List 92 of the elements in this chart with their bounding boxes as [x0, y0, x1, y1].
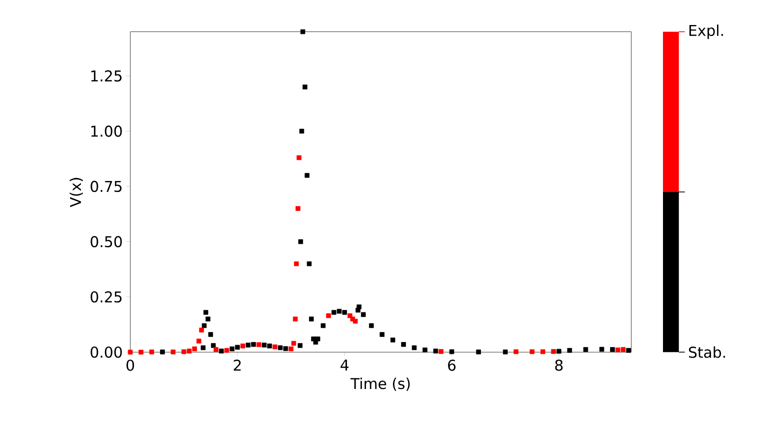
point [128, 350, 133, 354]
point [170, 349, 176, 354]
point [278, 345, 283, 350]
point [230, 346, 234, 352]
point [626, 348, 631, 353]
point [300, 29, 306, 34]
point [326, 313, 331, 318]
point [272, 344, 278, 350]
point [352, 318, 358, 324]
point [360, 312, 366, 317]
point [138, 350, 144, 354]
y-tick-label: 0.75 [90, 180, 122, 192]
point [583, 346, 588, 352]
point [502, 349, 508, 354]
point [192, 346, 197, 352]
point [199, 327, 204, 332]
point [294, 261, 299, 266]
x-tick-label: 0 [126, 359, 134, 371]
point [556, 348, 562, 354]
y-tick-label: 0.50 [90, 236, 122, 248]
point [476, 349, 481, 354]
legend-label: Stab. [688, 346, 725, 358]
x-axis-title: Time (s) [350, 377, 410, 391]
point [291, 340, 296, 346]
point [246, 342, 251, 348]
point [288, 346, 294, 352]
point [302, 84, 308, 90]
point [149, 349, 154, 354]
point [214, 346, 218, 352]
x-tick-label: 2 [234, 359, 241, 370]
point [320, 323, 326, 328]
point [292, 316, 298, 322]
point [256, 342, 262, 347]
point [433, 348, 438, 354]
point [299, 128, 304, 134]
point [540, 349, 546, 354]
point [438, 348, 444, 354]
point [567, 348, 572, 353]
point [610, 346, 615, 352]
point [186, 348, 192, 354]
point [422, 347, 428, 352]
y-axis-title: V(x) [70, 178, 83, 207]
point [390, 337, 396, 342]
x-tick-label: 6 [448, 359, 456, 371]
point [224, 348, 230, 353]
point [304, 172, 310, 178]
point [208, 332, 214, 337]
point [530, 349, 534, 354]
point [369, 323, 374, 328]
legend-label: Expl. [689, 24, 723, 39]
point [296, 155, 302, 160]
y-tick-label: 1.00 [91, 125, 122, 137]
point [514, 349, 518, 354]
point [620, 346, 626, 352]
point [196, 338, 202, 344]
point [283, 346, 288, 351]
point [298, 342, 303, 348]
point [380, 332, 384, 337]
point [356, 304, 362, 310]
point [336, 308, 342, 314]
point [200, 345, 206, 350]
point [315, 336, 320, 342]
point [599, 346, 604, 352]
y-tick-label: 0.00 [90, 346, 122, 358]
point [202, 323, 207, 328]
point [332, 310, 336, 315]
point [203, 310, 208, 315]
x-tick-label: 4 [340, 359, 348, 370]
point [308, 316, 314, 322]
point [551, 348, 556, 354]
point [262, 342, 267, 348]
x-tick-label: 8 [555, 359, 563, 371]
point [210, 342, 216, 348]
point [298, 239, 304, 244]
point [615, 347, 620, 352]
point [449, 349, 454, 354]
point [160, 349, 165, 354]
point [251, 342, 256, 347]
point [296, 206, 300, 211]
point [412, 345, 417, 350]
point [240, 343, 246, 348]
point [235, 344, 240, 350]
point [348, 313, 352, 318]
y-tick-label: 0.25 [90, 291, 122, 302]
point [218, 348, 224, 354]
point [401, 342, 406, 347]
point [181, 349, 186, 354]
point [306, 261, 312, 266]
y-tick-label: 1.25 [91, 70, 122, 82]
point [267, 343, 272, 348]
point [206, 316, 210, 322]
point [342, 310, 347, 315]
